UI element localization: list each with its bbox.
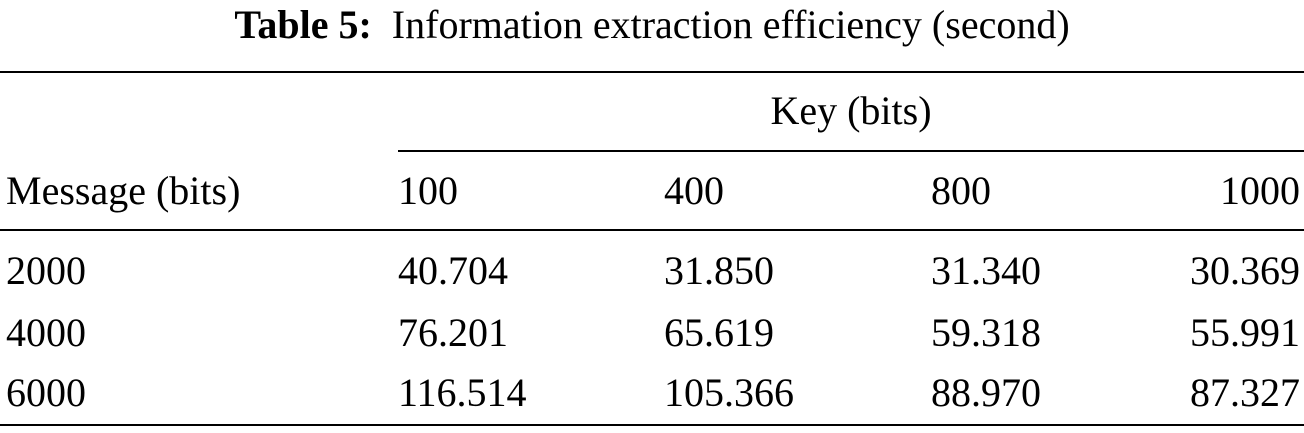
key-group-header: Key (bits) [770,88,932,133]
table-cell: 30.369 [1190,248,1300,293]
table-cell: 87.327 [1190,370,1300,415]
table-caption: Table 5: Information extraction efficien… [0,2,1304,48]
header-rule [0,229,1304,231]
table-cell: 55.991 [1190,310,1300,355]
row-label: 4000 [6,310,86,355]
top-rule [0,71,1304,73]
column-header: 100 [398,168,458,213]
row-label: 2000 [6,248,86,293]
table-cell: 31.850 [664,248,774,293]
table-cell: 88.970 [931,370,1041,415]
caption-label: Table 5: [234,2,372,47]
column-header: 800 [931,168,991,213]
table-cell: 40.704 [398,248,508,293]
column-header: 400 [664,168,724,213]
bottom-rule [0,424,1304,426]
table-cell: 65.619 [664,310,774,355]
group-header-rule [398,150,1304,152]
caption-text: Information extraction efficiency (secon… [391,2,1070,47]
table-cell: 31.340 [931,248,1041,293]
column-header: 1000 [1220,168,1300,213]
table-cell: 116.514 [398,370,527,415]
table-cell: 76.201 [398,310,508,355]
row-label: 6000 [6,370,86,415]
table-cell: 105.366 [664,370,794,415]
row-header: Message (bits) [6,168,241,213]
table-cell: 59.318 [931,310,1041,355]
